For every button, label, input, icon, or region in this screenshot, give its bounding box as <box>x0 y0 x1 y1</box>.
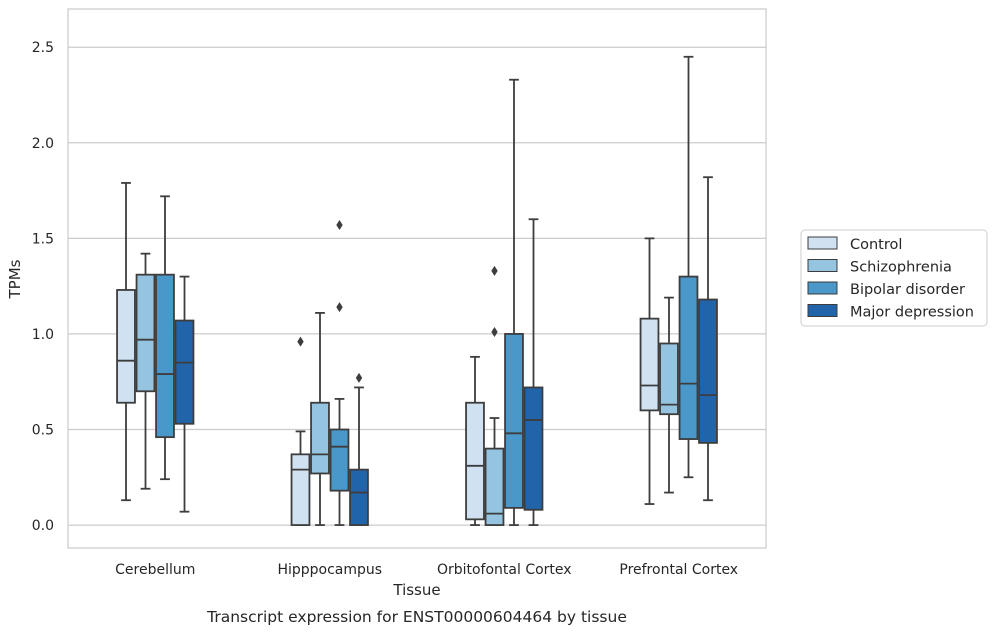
box-iqr <box>135 273 156 393</box>
x-tick-labels: Cerebellum Hipppocampus Orbitofontal Corte… <box>115 562 738 578</box>
box-iqr <box>659 342 679 416</box>
box-iqr <box>523 386 544 511</box>
box-control <box>116 182 136 502</box>
box-iqr <box>484 447 505 526</box>
x-axis-label: Tissue <box>392 581 440 599</box>
chart-caption: Transcript expression for ENST0000060446… <box>206 608 627 626</box>
box-schizophrenia <box>135 252 156 490</box>
legend-swatch <box>807 304 838 317</box>
plot-frame <box>67 8 767 549</box>
legend-swatch <box>807 236 838 250</box>
legend-label: Schizophrenia <box>850 260 952 276</box>
legend-label: Control <box>850 237 902 253</box>
legend-swatch <box>807 281 838 295</box>
box-schizophrenia <box>659 296 679 494</box>
box-iqr <box>465 401 485 521</box>
box-iqr <box>504 333 524 509</box>
box-major-depression <box>698 176 718 502</box>
legend-frame <box>800 229 988 327</box>
y-tick-label: 2.5 <box>32 40 54 56</box>
x-tick-label: Prefrontal Cortex <box>619 562 738 578</box>
outlier-point <box>355 372 363 383</box>
box-iqr <box>174 319 195 425</box>
box-iqr <box>349 468 369 526</box>
box-bipolar-disorder <box>678 55 699 479</box>
box-bipolar-disorder <box>504 78 524 526</box>
box-series <box>116 55 718 526</box>
y-tick-label: 1.5 <box>32 231 54 247</box>
legend-swatch <box>807 259 838 272</box>
box-iqr <box>678 275 699 440</box>
outlier-point <box>336 219 343 230</box>
y-tick-label: 2.0 <box>32 136 54 152</box>
outlier-point <box>336 302 343 313</box>
box-bipolar-disorder <box>155 195 175 481</box>
box-iqr <box>329 428 350 492</box>
box-control <box>639 237 660 505</box>
box-major-depression <box>174 275 195 513</box>
legend-label: Major depression <box>850 305 974 321</box>
box-control <box>290 336 311 526</box>
outlier-point <box>491 327 498 338</box>
y-tick-label: 1.0 <box>32 327 54 343</box>
x-tick-label: Hipppocampus <box>277 562 382 578</box>
legend: Control Schizophrenia Bipolar disorder Majo… <box>800 229 988 327</box>
y-tick-label: 0.0 <box>32 518 54 534</box>
box-major-depression <box>523 218 544 526</box>
x-tick-label: Cerebellum <box>115 562 195 578</box>
box-iqr <box>639 317 660 412</box>
box-iqr <box>116 289 136 404</box>
y-axis-label: TPMs <box>6 259 24 299</box>
box-schizophrenia <box>484 265 505 526</box>
box-major-depression <box>349 372 369 526</box>
box-bipolar-disorder <box>329 219 350 526</box>
y-tick-labels: 0.0 0.5 1.0 1.5 2.0 2.5 <box>32 40 54 534</box>
box-iqr <box>290 453 311 526</box>
box-iqr <box>698 298 718 444</box>
y-tick-label: 0.5 <box>32 422 54 438</box>
legend-label: Bipolar disorder <box>850 282 965 298</box>
box-schizophrenia <box>310 312 330 526</box>
box-iqr <box>310 401 330 475</box>
outlier-point <box>491 265 498 276</box>
box-control <box>465 355 485 526</box>
x-tick-label: Orbitofontal Cortex <box>437 562 572 578</box>
outlier-point <box>297 336 304 347</box>
box-iqr <box>155 273 175 439</box>
